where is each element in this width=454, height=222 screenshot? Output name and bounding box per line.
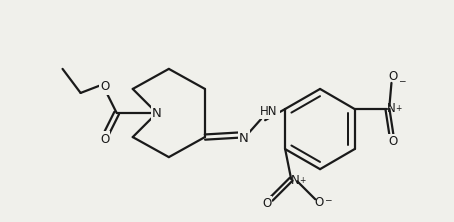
Text: −: −: [398, 76, 405, 85]
Text: O: O: [389, 70, 398, 83]
Text: O: O: [262, 197, 272, 210]
Text: O: O: [315, 196, 324, 209]
Text: O: O: [100, 133, 109, 146]
Text: N: N: [291, 174, 300, 187]
Text: +: +: [299, 176, 306, 185]
Text: O: O: [389, 135, 398, 148]
Text: N: N: [239, 132, 249, 145]
Text: O: O: [100, 80, 109, 93]
Text: N: N: [387, 103, 396, 115]
Text: +: +: [395, 105, 402, 113]
Text: HN: HN: [260, 105, 278, 117]
Text: −: −: [324, 196, 331, 204]
Text: N: N: [152, 107, 162, 119]
